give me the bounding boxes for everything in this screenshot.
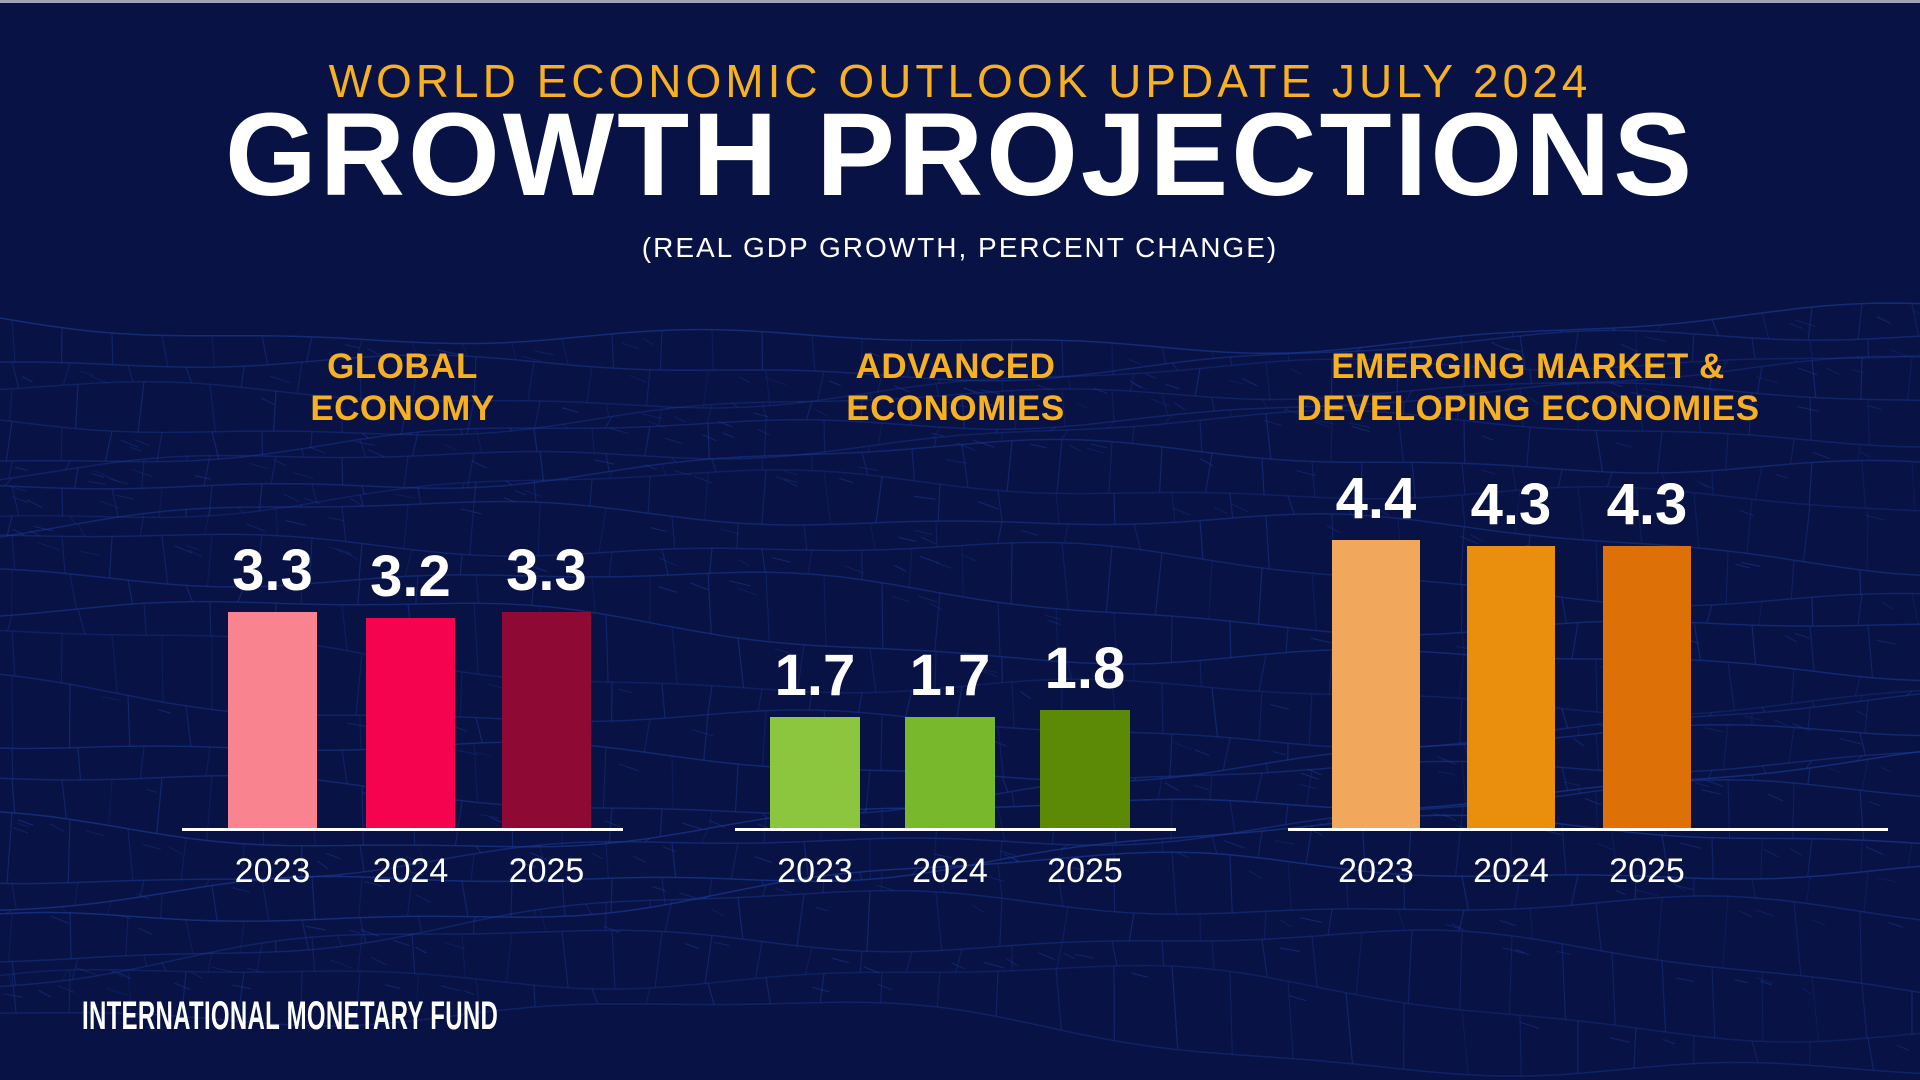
year-label-2023: 2023 (234, 852, 311, 890)
group-title-line: ADVANCED (855, 347, 1056, 386)
group-title-emerging-developing: EMERGING MARKET & DEVELOPING ECONOMIES (1288, 346, 1768, 430)
chart-group-advanced-economies: ADVANCED ECONOMIES 1.7 1.7 1.8 2023 2024… (735, 340, 1176, 900)
bar-advanced-2023: 1.7 (770, 647, 860, 828)
year-label-2024: 2024 (372, 852, 449, 890)
group-title-global-economy: GLOBAL ECONOMY (182, 346, 623, 430)
bar-value-label: 4.3 (1470, 472, 1552, 537)
year-label-2023: 2023 (777, 852, 853, 890)
bar-global-2023: 3.3 (228, 542, 317, 828)
bar-value-label: 3.3 (232, 538, 313, 603)
bar-rect (1332, 540, 1420, 828)
bar-rect (905, 717, 995, 828)
year-label-2024: 2024 (912, 852, 988, 890)
year-label-2025: 2025 (1047, 852, 1123, 890)
year-label-2024: 2024 (1473, 852, 1549, 890)
group-title-line: ECONOMY (310, 389, 495, 428)
bar-value-label: 1.7 (909, 643, 991, 708)
group-title-line: EMERGING MARKET & (1331, 347, 1725, 386)
chart-group-global-economy: GLOBAL ECONOMY 3.3 3.2 3.3 2023 2024 202… (182, 340, 623, 900)
group-title-advanced-economies: ADVANCED ECONOMIES (735, 346, 1176, 430)
chart-group-emerging-developing: EMERGING MARKET & DEVELOPING ECONOMIES 4… (1288, 340, 1888, 900)
x-axis-line (182, 828, 623, 831)
x-axis-line (1288, 828, 1888, 831)
bar-advanced-2024: 1.7 (905, 647, 995, 828)
bar-advanced-2025: 1.8 (1040, 640, 1130, 828)
bar-rect (1603, 546, 1691, 828)
bar-value-label: 4.3 (1606, 472, 1688, 537)
bar-rect (228, 612, 317, 828)
year-label-2025: 2025 (1609, 852, 1685, 890)
bar-global-2025: 3.3 (502, 542, 591, 828)
group-title-line: DEVELOPING ECONOMIES (1296, 389, 1760, 428)
x-axis-line (735, 828, 1176, 831)
bar-rect (770, 717, 860, 828)
bar-emerging-2024: 4.3 (1467, 476, 1555, 828)
bar-value-label: 3.3 (506, 538, 587, 603)
imf-footer-wordmark: INTERNATIONAL MONETARY FUND (82, 994, 499, 1038)
bar-value-label: 3.2 (370, 544, 451, 609)
group-title-line: ECONOMIES (846, 389, 1065, 428)
group-title-line: GLOBAL (327, 347, 478, 386)
bar-rect (502, 612, 591, 828)
bar-global-2024: 3.2 (366, 548, 455, 828)
bar-emerging-2025: 4.3 (1603, 476, 1691, 828)
year-label-2025: 2025 (508, 852, 585, 890)
bar-rect (1040, 710, 1130, 828)
bar-value-label: 1.8 (1044, 636, 1126, 701)
bar-value-label: 4.4 (1335, 466, 1417, 531)
bar-value-label: 1.7 (774, 643, 856, 708)
page-title: GROWTH PROJECTIONS (224, 89, 1696, 221)
report-kicker: WORLD ECONOMIC OUTLOOK UPDATE JULY 2024 (328, 55, 1592, 107)
bar-emerging-2023: 4.4 (1332, 470, 1420, 828)
year-label-2023: 2023 (1338, 852, 1414, 890)
top-border-line (0, 0, 1920, 3)
page-subtitle: (REAL GDP GROWTH, PERCENT CHANGE) (641, 232, 1279, 263)
bar-rect (1467, 546, 1555, 828)
bar-rect (366, 618, 455, 828)
